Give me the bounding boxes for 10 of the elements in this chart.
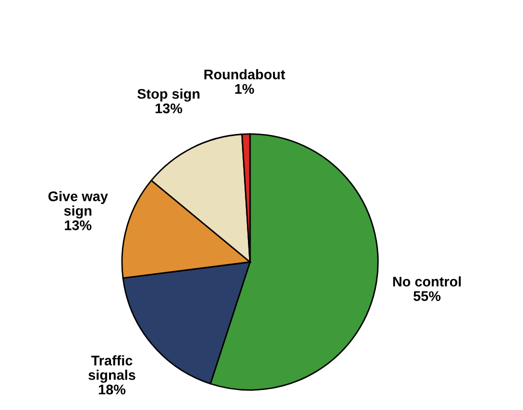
slice-label: Give way sign (48, 191, 108, 219)
slice-label: No control (393, 276, 461, 287)
data-label: 55% (414, 291, 441, 301)
data-label: 18% (98, 384, 126, 394)
data-label: 13% (156, 103, 182, 114)
slice-label: Stop sign (137, 88, 200, 102)
slice-label: Traffic signals (88, 355, 136, 383)
slice-label: Roundabout (204, 69, 286, 80)
data-label: 1% (235, 84, 254, 94)
data-label: 13% (64, 220, 92, 230)
